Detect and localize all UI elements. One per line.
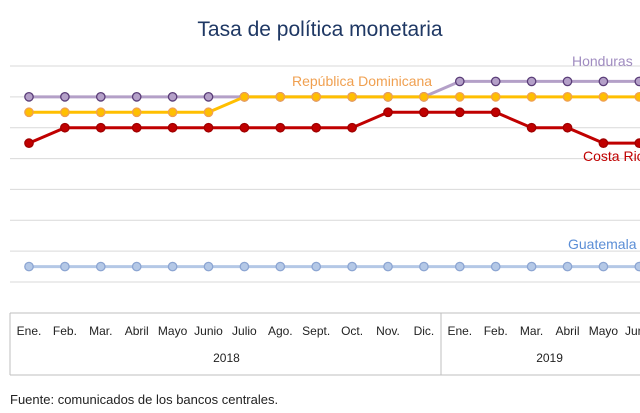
x-tick-label: Feb. xyxy=(484,324,508,338)
data-point xyxy=(60,92,70,102)
series-label: Honduras xyxy=(572,53,633,69)
data-point xyxy=(419,107,429,118)
x-tick-label: Abril xyxy=(555,324,579,338)
data-point xyxy=(203,261,214,272)
data-point xyxy=(562,76,573,87)
data-point xyxy=(24,107,34,118)
data-point xyxy=(239,92,250,102)
data-point xyxy=(490,92,501,102)
year-label: 2018 xyxy=(213,351,240,365)
x-tick-label: Junio xyxy=(194,324,223,338)
data-point xyxy=(634,76,640,87)
data-point xyxy=(454,107,465,118)
x-tick-label: Mayo xyxy=(589,324,619,338)
data-point xyxy=(24,138,34,148)
data-point xyxy=(275,122,286,133)
data-point xyxy=(347,122,357,133)
x-tick-label: Mayo xyxy=(158,324,188,338)
data-point xyxy=(526,76,537,87)
year-label: 2019 xyxy=(536,351,563,365)
data-point xyxy=(167,92,178,102)
x-tick-label: Abril xyxy=(125,324,149,338)
data-point xyxy=(311,92,322,102)
data-point xyxy=(562,261,573,272)
x-tick-label: Junio xyxy=(625,324,640,338)
x-tick-label: Ene. xyxy=(447,324,472,338)
data-point xyxy=(95,122,106,133)
data-point xyxy=(383,92,393,102)
x-tick-label: Oct. xyxy=(341,324,363,338)
series-line xyxy=(29,95,640,114)
data-point xyxy=(24,92,34,102)
data-point xyxy=(131,122,142,133)
data-point xyxy=(454,92,465,102)
x-tick-label: Mar. xyxy=(520,324,543,338)
data-point xyxy=(167,107,178,118)
data-point xyxy=(239,261,250,272)
x-tick-label: Mar. xyxy=(89,324,112,338)
data-point xyxy=(131,261,142,272)
x-tick-label: Ene. xyxy=(17,324,42,338)
data-point xyxy=(419,261,429,272)
data-point xyxy=(454,261,465,272)
data-point xyxy=(203,92,214,102)
data-point xyxy=(490,261,501,272)
data-point xyxy=(454,76,465,87)
data-point xyxy=(419,92,429,102)
data-point xyxy=(95,261,106,272)
data-point xyxy=(239,122,250,133)
data-point xyxy=(598,138,609,148)
x-tick-label: Ago. xyxy=(268,324,293,338)
data-point xyxy=(634,138,640,148)
x-tick-label: Dic. xyxy=(414,324,435,338)
data-point xyxy=(562,122,573,133)
data-point xyxy=(131,92,142,102)
data-point xyxy=(167,122,178,133)
data-point xyxy=(275,92,286,102)
data-point xyxy=(311,122,322,133)
data-point xyxy=(203,107,214,118)
series-line xyxy=(28,110,640,145)
x-tick-label: Julio xyxy=(232,324,257,338)
data-point xyxy=(383,107,393,118)
data-point xyxy=(60,107,70,118)
data-point xyxy=(562,92,573,102)
data-point xyxy=(95,92,106,102)
series-label: República Dominicana xyxy=(292,73,432,89)
data-point xyxy=(490,107,501,118)
data-point xyxy=(347,261,357,272)
series-label: Guatemala xyxy=(568,236,637,252)
data-point xyxy=(383,261,393,272)
data-point xyxy=(598,92,609,102)
data-point xyxy=(167,261,178,272)
line-chart: Ene. Feb. Mar. Abril Mayo Junio Julio Ago. Sept.… xyxy=(9,53,640,376)
data-point xyxy=(60,122,70,133)
data-point xyxy=(634,261,640,272)
data-point xyxy=(203,122,214,133)
data-point xyxy=(131,107,142,118)
data-point xyxy=(634,92,640,102)
data-point xyxy=(347,92,357,102)
series-label: Costa Rica xyxy=(583,148,640,164)
data-point xyxy=(490,76,501,87)
data-point xyxy=(526,122,537,133)
data-point xyxy=(526,92,537,102)
x-tick-label: Nov. xyxy=(376,324,400,338)
data-point xyxy=(598,76,609,87)
data-point xyxy=(24,261,34,272)
source-note: Fuente: comunicados de los bancos centra… xyxy=(10,392,279,407)
x-tick-label: Sept. xyxy=(302,324,330,338)
x-tick-label: Feb. xyxy=(53,324,77,338)
data-point xyxy=(598,261,609,272)
data-point xyxy=(95,107,106,118)
data-point xyxy=(60,261,70,272)
data-point xyxy=(526,261,537,272)
data-point xyxy=(275,261,286,272)
data-point xyxy=(311,261,322,272)
chart-title: Tasa de política monetaria xyxy=(197,18,443,41)
